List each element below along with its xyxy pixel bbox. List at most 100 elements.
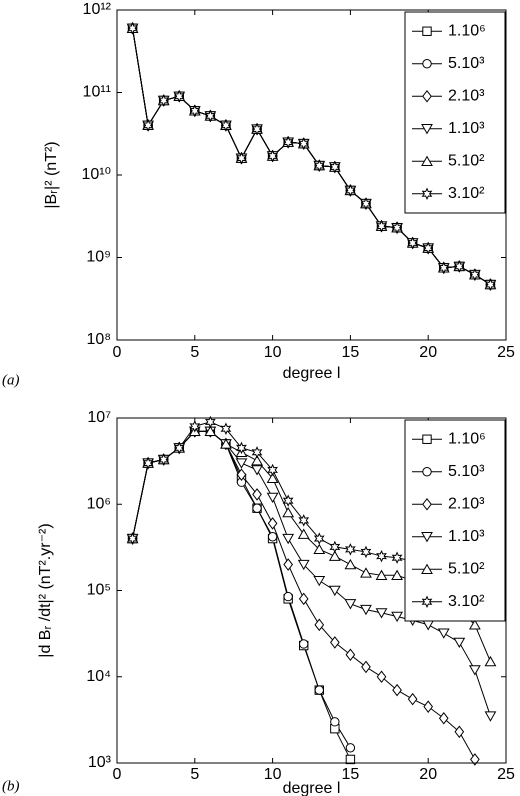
x-tick-label: 5 bbox=[190, 766, 199, 783]
marker-triangle-up bbox=[421, 155, 433, 166]
marker-hexagram bbox=[313, 159, 325, 172]
y-tick-label: 10⁶ bbox=[87, 495, 111, 512]
marker-diamond bbox=[283, 558, 293, 571]
marker-hexagram bbox=[251, 446, 263, 459]
y-tick-label: 10⁸ bbox=[86, 331, 111, 348]
legend-label: 1.10⁶ bbox=[448, 22, 486, 39]
marker-hexagram bbox=[204, 109, 216, 123]
marker-hexagram bbox=[282, 135, 294, 149]
marker-hexagram bbox=[158, 94, 170, 107]
marker-hexagram bbox=[376, 549, 387, 563]
marker-triangle-down bbox=[421, 124, 433, 135]
legend-label: 2.10³ bbox=[448, 495, 485, 512]
x-tick-label: 25 bbox=[497, 766, 515, 783]
x-axis-label: degree l bbox=[283, 365, 341, 382]
marker-triangle-up bbox=[220, 438, 232, 449]
marker-triangle-down bbox=[360, 604, 372, 616]
panel-label: (b) bbox=[2, 778, 20, 794]
y-tick-label: 10³ bbox=[88, 754, 112, 771]
x-tick-label: 25 bbox=[497, 344, 515, 361]
marker-hexagram bbox=[407, 236, 419, 250]
marker-circle bbox=[330, 717, 340, 727]
marker-triangle-up bbox=[344, 558, 357, 570]
marker-diamond bbox=[252, 488, 262, 501]
marker-hexagram bbox=[421, 595, 433, 608]
legend-label: 5.10³ bbox=[448, 463, 485, 480]
marker-diamond bbox=[423, 700, 434, 713]
axes-box bbox=[116, 9, 507, 341]
marker-hexagram bbox=[282, 494, 294, 507]
x-axis-label: degree l bbox=[283, 780, 341, 796]
marker-triangle-up bbox=[484, 655, 497, 667]
marker-triangle-down bbox=[484, 711, 497, 722]
marker-circle bbox=[299, 639, 309, 649]
marker-triangle-up bbox=[313, 543, 326, 555]
marker-hexagram bbox=[360, 197, 372, 210]
marker-hexagram bbox=[220, 119, 232, 132]
marker-hexagram bbox=[204, 415, 216, 429]
marker-hexagram bbox=[127, 532, 138, 545]
marker-hexagram bbox=[220, 422, 232, 436]
legend-label: 3.10² bbox=[448, 185, 485, 202]
marker-hexagram bbox=[422, 241, 434, 255]
marker-circle bbox=[283, 591, 293, 602]
y-tick-label: 10¹¹ bbox=[83, 84, 111, 101]
marker-hexagram bbox=[438, 261, 450, 275]
x-tick-label: 15 bbox=[342, 766, 360, 783]
marker-hexagram bbox=[391, 221, 403, 234]
y-tick-label: 10¹² bbox=[83, 1, 112, 18]
marker-triangle-up bbox=[468, 619, 481, 630]
y-tick-label: 10⁵ bbox=[87, 582, 111, 599]
marker-triangle-down bbox=[328, 585, 341, 597]
marker-triangle-up bbox=[328, 550, 341, 561]
y-tick-label: 10⁹ bbox=[86, 249, 111, 266]
x-tick-label: 10 bbox=[264, 766, 282, 783]
marker-triangle-up bbox=[282, 506, 295, 518]
marker-hexagram bbox=[142, 119, 154, 132]
marker-triangle-down bbox=[437, 628, 450, 639]
marker-triangle-up bbox=[266, 472, 279, 483]
x-tick-label: 10 bbox=[264, 344, 282, 361]
marker-diamond bbox=[267, 517, 278, 530]
marker-triangle-down bbox=[235, 458, 248, 469]
marker-hexagram bbox=[298, 137, 310, 150]
marker-circle bbox=[267, 532, 278, 542]
legend-label: 1.10⁶ bbox=[448, 430, 486, 447]
marker-diamond bbox=[330, 636, 340, 649]
marker-triangle-down bbox=[282, 533, 295, 545]
marker-hexagram bbox=[453, 260, 465, 273]
marker-triangle-down bbox=[251, 465, 263, 476]
legend-label: 1.10³ bbox=[448, 528, 485, 545]
marker-triangle-up bbox=[391, 569, 403, 581]
marker-diamond bbox=[392, 683, 402, 697]
marker-square bbox=[422, 26, 432, 36]
marker-diamond bbox=[236, 468, 247, 481]
marker-hexagram bbox=[267, 149, 278, 163]
x-tick-label: 0 bbox=[113, 766, 122, 783]
marker-circle bbox=[345, 743, 356, 753]
y-tick-label: 10¹⁰ bbox=[81, 166, 111, 183]
legend-label: 3.10² bbox=[448, 593, 485, 610]
marker-diamond bbox=[422, 89, 432, 103]
legend-label: 5.10² bbox=[448, 560, 485, 577]
marker-hexagram bbox=[158, 453, 170, 466]
marker-hexagram bbox=[469, 268, 481, 281]
marker-triangle-down bbox=[375, 608, 388, 619]
marker-hexagram bbox=[173, 441, 185, 455]
marker-triangle-up bbox=[360, 567, 372, 578]
legend-label: 1.10³ bbox=[448, 120, 485, 137]
marker-hexagram bbox=[173, 90, 185, 103]
marker-triangle-up bbox=[421, 563, 433, 574]
x-tick-label: 5 bbox=[190, 344, 199, 361]
marker-hexagram bbox=[485, 278, 496, 291]
marker-triangle-down bbox=[421, 532, 433, 543]
marker-circle bbox=[422, 59, 432, 69]
marker-hexagram bbox=[329, 540, 341, 554]
marker-hexagram bbox=[421, 187, 433, 200]
marker-triangle-down bbox=[313, 575, 326, 587]
marker-diamond bbox=[454, 725, 465, 739]
marker-diamond bbox=[376, 670, 387, 684]
marker-triangle-down bbox=[297, 559, 310, 571]
